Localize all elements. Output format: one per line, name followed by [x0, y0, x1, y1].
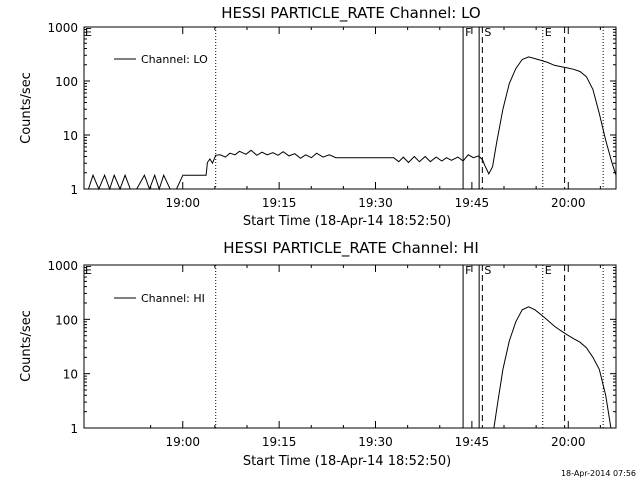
x-tick-label-lo: 19:30	[358, 196, 393, 210]
y-tick-label-hi: 100	[55, 313, 78, 327]
x-tick-label-hi: 19:00	[165, 435, 200, 449]
y-tick-label-lo: 1000	[47, 21, 78, 35]
event-marker-label-lo: F	[465, 26, 471, 39]
x-tick-label-hi: 19:30	[358, 435, 393, 449]
chart-title-lo: HESSI PARTICLE_RATE Channel: LO	[221, 4, 480, 23]
series-line-lo	[88, 56, 617, 191]
legend-label-lo: Channel: LO	[141, 53, 208, 66]
plot-frame-lo	[83, 26, 617, 190]
event-marker-label-lo: S	[484, 26, 491, 39]
y-tick-label-lo: 100	[55, 75, 78, 89]
y-axis-label-lo: Counts/sec	[19, 72, 34, 144]
event-markers-hi: F S E E	[85, 264, 604, 428]
timestamp-label: 18-Apr-2014 07:56	[561, 469, 636, 478]
event-marker-label-hi: S	[484, 264, 491, 277]
y-tick-label-hi: 1000	[47, 259, 78, 273]
y-tick-label-lo: 1	[70, 183, 78, 197]
y-ticks-lo: 1000 100 10 1	[47, 21, 616, 197]
chart-panel-hi: HESSI PARTICLE_RATE Channel: HI F S E E 19:…	[19, 239, 617, 469]
event-marker-label-hi: E	[545, 264, 552, 277]
plot-frame-hi	[83, 264, 617, 429]
x-tick-label-hi: 20:00	[551, 435, 586, 449]
event-marker-label-lo: E	[545, 26, 552, 39]
chart-panel-lo: HESSI PARTICLE_RATE Channel: LO F S E E 19:…	[19, 4, 617, 229]
x-tick-label-lo: 19:00	[165, 196, 200, 210]
y-ticks-hi: 1000 100 10 1	[47, 259, 616, 436]
y-tick-label-hi: 1	[70, 422, 78, 436]
y-tick-label-hi: 10	[63, 368, 78, 382]
chart-title-hi: HESSI PARTICLE_RATE Channel: HI	[223, 239, 479, 258]
frame-corner-mark-lo: E	[85, 26, 92, 39]
x-tick-label-lo: 19:45	[455, 196, 490, 210]
x-axis-label-hi: Start Time (18-Apr-14 18:52:50)	[243, 454, 451, 469]
event-markers-lo: F S E E	[85, 26, 604, 189]
series-line-hi	[493, 306, 612, 429]
event-marker-label-hi: F	[465, 264, 471, 277]
x-tick-label-lo: 19:15	[262, 196, 297, 210]
x-tick-label-hi: 19:15	[262, 435, 297, 449]
frame-corner-mark-hi: E	[85, 264, 92, 277]
x-tick-label-lo: 20:00	[551, 196, 586, 210]
x-axis-label-lo: Start Time (18-Apr-14 18:52:50)	[243, 214, 451, 229]
x-tick-label-hi: 19:45	[455, 435, 490, 449]
y-axis-label-hi: Counts/sec	[19, 310, 34, 382]
legend-label-hi: Channel: HI	[141, 292, 205, 305]
y-tick-label-lo: 10	[63, 129, 78, 143]
